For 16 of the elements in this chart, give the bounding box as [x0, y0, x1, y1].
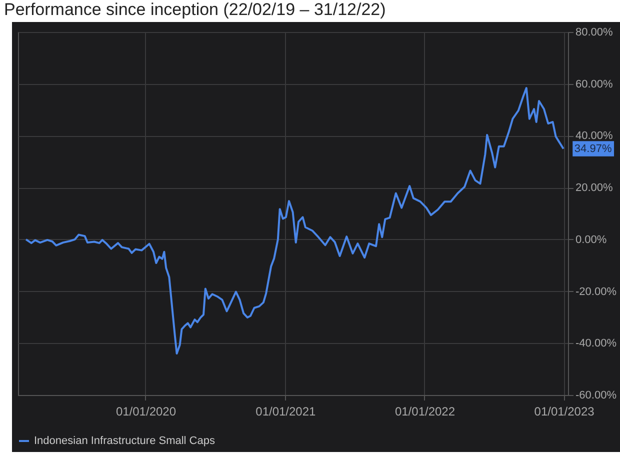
chart-title: Performance since inception (22/02/19 – 31/12/22) — [3, 0, 387, 21]
y-tick-label: -20.00% — [576, 286, 617, 298]
line-series — [25, 87, 564, 355]
y-tick-label: 20.00% — [576, 182, 614, 194]
legend-label: Indonesian Infrastructure Small Caps — [34, 435, 216, 447]
x-tick-label: 01/01/2020 — [116, 404, 176, 418]
y-tick-label: 80.00% — [576, 26, 614, 38]
y-tick-label: 0.00% — [576, 234, 607, 246]
x-tick-label: 01/01/2022 — [394, 404, 456, 418]
y-tick-label: 40.00% — [576, 130, 614, 142]
y-tick-label: 60.00% — [576, 78, 614, 90]
annotation: 34.97% — [574, 142, 612, 155]
y-tick-label: -40.00% — [576, 338, 617, 350]
x-tick-label: 01/01/2021 — [256, 404, 316, 418]
y-tick-label: -60.00% — [576, 390, 617, 402]
x-tick-label: 01/01/2023 — [534, 404, 595, 418]
